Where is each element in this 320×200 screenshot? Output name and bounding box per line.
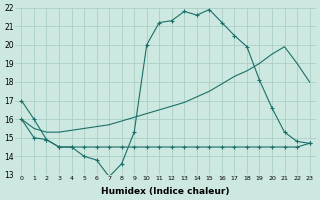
X-axis label: Humidex (Indice chaleur): Humidex (Indice chaleur) — [101, 187, 230, 196]
